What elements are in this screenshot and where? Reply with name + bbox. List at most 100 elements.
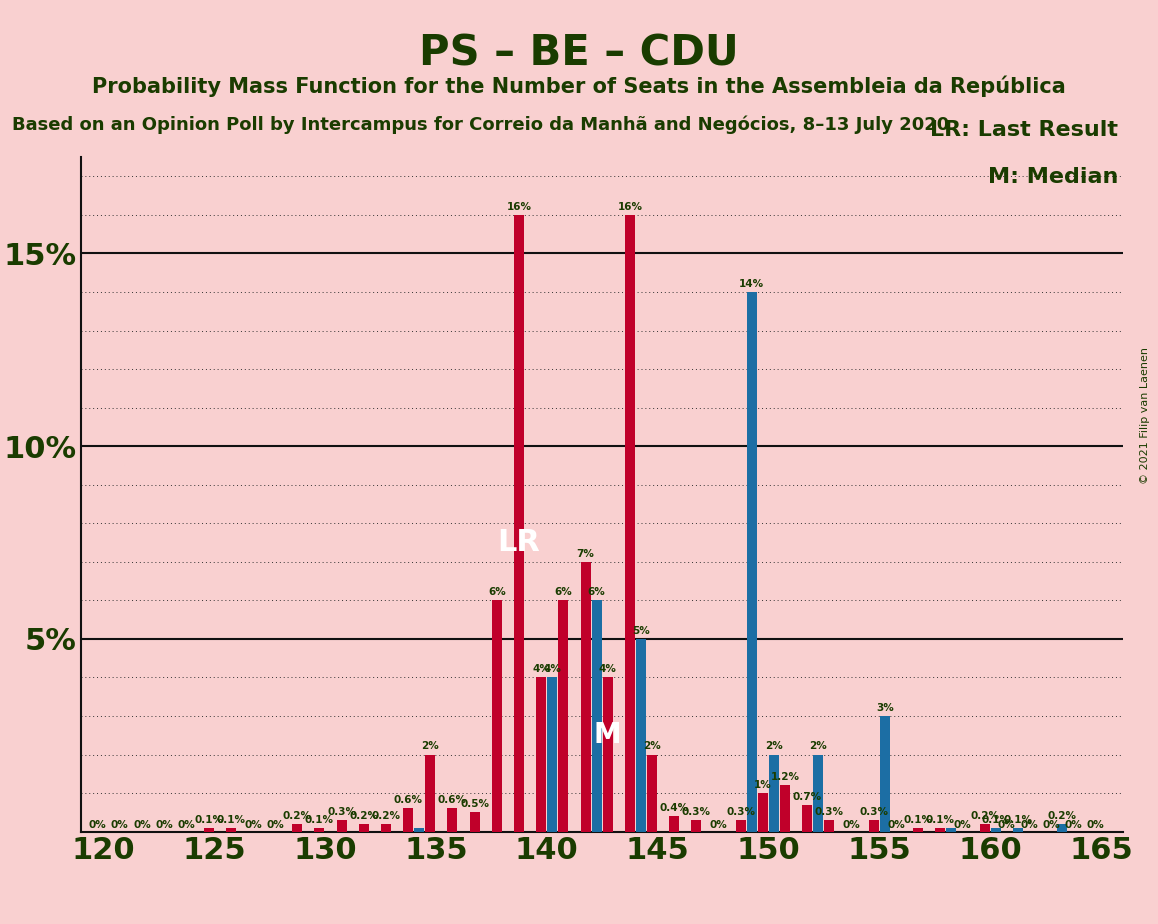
Bar [936, 828, 945, 832]
Text: 3%: 3% [875, 703, 894, 713]
Bar [548, 677, 557, 832]
Text: 0%: 0% [89, 820, 107, 830]
Bar [425, 755, 435, 832]
Text: 16%: 16% [506, 201, 532, 212]
Text: 0%: 0% [1086, 820, 1105, 830]
Text: 1%: 1% [754, 780, 771, 790]
Text: 0%: 0% [998, 820, 1016, 830]
Text: 0%: 0% [133, 820, 151, 830]
Bar [315, 828, 324, 832]
Text: 0.2%: 0.2% [1048, 810, 1077, 821]
Text: 0%: 0% [1064, 820, 1083, 830]
Bar [780, 785, 790, 832]
Bar [802, 805, 812, 832]
Bar [1013, 828, 1023, 832]
Bar [558, 601, 569, 832]
Bar [602, 677, 613, 832]
Bar [359, 824, 368, 832]
Bar [204, 828, 213, 832]
Text: 0.1%: 0.1% [1004, 815, 1033, 824]
Text: 1.2%: 1.2% [770, 772, 800, 783]
Text: 6%: 6% [555, 588, 572, 597]
Text: Probability Mass Function for the Number of Seats in the Assembleia da República: Probability Mass Function for the Number… [93, 76, 1065, 97]
Text: 0.1%: 0.1% [981, 815, 1010, 824]
Text: 0.6%: 0.6% [394, 796, 423, 806]
Bar [415, 828, 424, 832]
Bar [514, 215, 523, 832]
Text: 0%: 0% [1020, 820, 1038, 830]
Text: 0.1%: 0.1% [195, 815, 223, 824]
Text: 0.3%: 0.3% [726, 807, 755, 817]
Text: 0.3%: 0.3% [859, 807, 888, 817]
Bar [691, 820, 702, 832]
Text: 0%: 0% [1042, 820, 1060, 830]
Text: 4%: 4% [599, 664, 617, 675]
Text: 0.3%: 0.3% [682, 807, 711, 817]
Text: 4%: 4% [543, 664, 562, 675]
Bar [647, 755, 657, 832]
Text: Based on an Opinion Poll by Intercampus for Correio da Manhã and Negócios, 8–13 : Based on an Opinion Poll by Intercampus … [12, 116, 948, 134]
Bar [946, 828, 957, 832]
Bar [669, 816, 680, 832]
Text: LR: LR [498, 528, 541, 557]
Bar [769, 755, 779, 832]
Bar [991, 828, 1001, 832]
Text: LR: Last Result: LR: Last Result [930, 120, 1117, 140]
Text: 2%: 2% [765, 741, 783, 751]
Text: 0.3%: 0.3% [815, 807, 844, 817]
Bar [226, 828, 236, 832]
Bar [381, 824, 391, 832]
Text: 0%: 0% [111, 820, 129, 830]
Text: 0.5%: 0.5% [460, 799, 489, 809]
Text: 0%: 0% [710, 820, 727, 830]
Text: 0.2%: 0.2% [970, 810, 999, 821]
Bar [813, 755, 823, 832]
Text: 0%: 0% [954, 820, 972, 830]
Bar [337, 820, 346, 832]
Text: 7%: 7% [577, 549, 594, 559]
Bar [292, 824, 302, 832]
Text: 0.2%: 0.2% [283, 810, 312, 821]
Text: M: Median: M: Median [988, 167, 1117, 188]
Text: 0%: 0% [244, 820, 262, 830]
Text: 5%: 5% [632, 626, 650, 636]
Bar [636, 638, 646, 832]
Text: 0.6%: 0.6% [438, 796, 467, 806]
Text: 4%: 4% [533, 664, 550, 675]
Bar [880, 716, 889, 832]
Text: 14%: 14% [739, 279, 764, 289]
Text: © 2021 Filip van Laenen: © 2021 Filip van Laenen [1139, 347, 1150, 484]
Text: 0%: 0% [177, 820, 196, 830]
Bar [625, 215, 635, 832]
Text: 0.4%: 0.4% [660, 803, 689, 813]
Bar [403, 808, 413, 832]
Text: 0.2%: 0.2% [350, 810, 379, 821]
Text: 6%: 6% [588, 588, 606, 597]
Bar [758, 793, 768, 832]
Bar [914, 828, 923, 832]
Text: 0%: 0% [843, 820, 860, 830]
Text: 6%: 6% [488, 588, 506, 597]
Text: 0.7%: 0.7% [793, 792, 822, 801]
Bar [1057, 824, 1068, 832]
Text: 0%: 0% [266, 820, 284, 830]
Bar [824, 820, 835, 832]
Text: 0%: 0% [155, 820, 173, 830]
Text: 0.1%: 0.1% [925, 815, 955, 824]
Bar [492, 601, 501, 832]
Text: 2%: 2% [643, 741, 661, 751]
Text: M: M [594, 722, 622, 749]
Bar [470, 812, 479, 832]
Bar [592, 601, 602, 832]
Bar [747, 292, 757, 832]
Bar [536, 677, 547, 832]
Text: 0.1%: 0.1% [217, 815, 245, 824]
Bar [735, 820, 746, 832]
Text: 0.1%: 0.1% [903, 815, 932, 824]
Bar [868, 820, 879, 832]
Text: 2%: 2% [422, 741, 439, 751]
Text: 0.1%: 0.1% [305, 815, 334, 824]
Bar [447, 808, 457, 832]
Bar [580, 562, 591, 832]
Text: 0.3%: 0.3% [327, 807, 357, 817]
